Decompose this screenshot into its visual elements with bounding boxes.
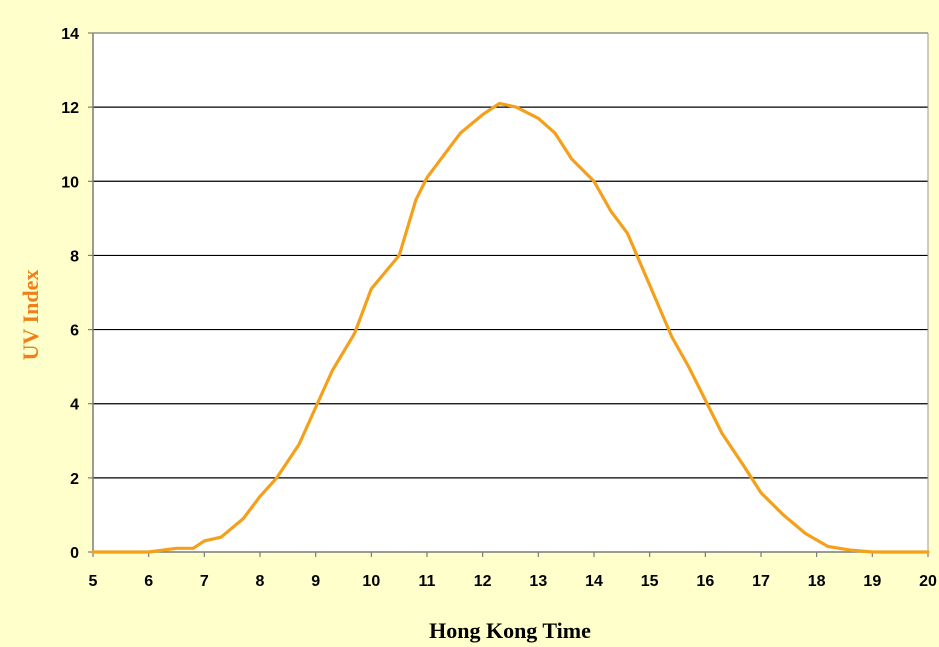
x-axis-title: Hong Kong Time — [429, 618, 591, 643]
x-tick-label-6: 6 — [144, 573, 153, 590]
x-tick-label-9: 9 — [311, 573, 320, 590]
x-tick-label-10: 10 — [362, 573, 380, 590]
x-tick-label-14: 14 — [585, 573, 603, 590]
uv-index-series-line — [91, 101, 930, 554]
y-tick-label-0: 0 — [70, 545, 79, 562]
y-tick-label-12: 12 — [61, 100, 79, 117]
x-tick-labels: 5 6 7 8 9 10 11 12 13 14 15 16 17 18 19 20 — [89, 552, 937, 590]
axes — [92, 32, 929, 553]
x-tick-label-15: 15 — [641, 573, 659, 590]
y-tick-labels: 0 2 4 6 8 10 12 14 — [61, 26, 93, 562]
x-tick-label-19: 19 — [863, 573, 881, 590]
x-tick-label-12: 12 — [474, 573, 492, 590]
x-tick-label-18: 18 — [808, 573, 826, 590]
x-tick-label-7: 7 — [200, 573, 209, 590]
y-tick-label-2: 2 — [70, 471, 79, 488]
y-tick-label-14: 14 — [61, 26, 79, 43]
x-tick-label-17: 17 — [752, 573, 770, 590]
x-tick-label-20: 20 — [919, 573, 937, 590]
y-tick-label-6: 6 — [70, 323, 79, 340]
x-tick-label-16: 16 — [696, 573, 714, 590]
x-tick-label-13: 13 — [529, 573, 547, 590]
x-tick-label-8: 8 — [256, 573, 265, 590]
plot-area — [93, 33, 928, 552]
y-axis-title: UV Index — [18, 270, 43, 361]
y-tick-label-4: 4 — [70, 397, 79, 414]
series-layer — [91, 101, 930, 554]
y-tick-label-10: 10 — [61, 174, 79, 191]
y-tick-label-8: 8 — [70, 248, 79, 265]
x-tick-label-11: 11 — [419, 573, 436, 590]
x-tick-label-5: 5 — [89, 573, 98, 590]
